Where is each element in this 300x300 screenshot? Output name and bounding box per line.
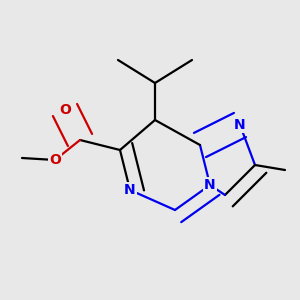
Text: O: O bbox=[49, 153, 61, 167]
Text: N: N bbox=[234, 118, 246, 132]
Text: N: N bbox=[204, 178, 216, 192]
Text: O: O bbox=[59, 103, 71, 117]
Text: N: N bbox=[124, 183, 136, 197]
